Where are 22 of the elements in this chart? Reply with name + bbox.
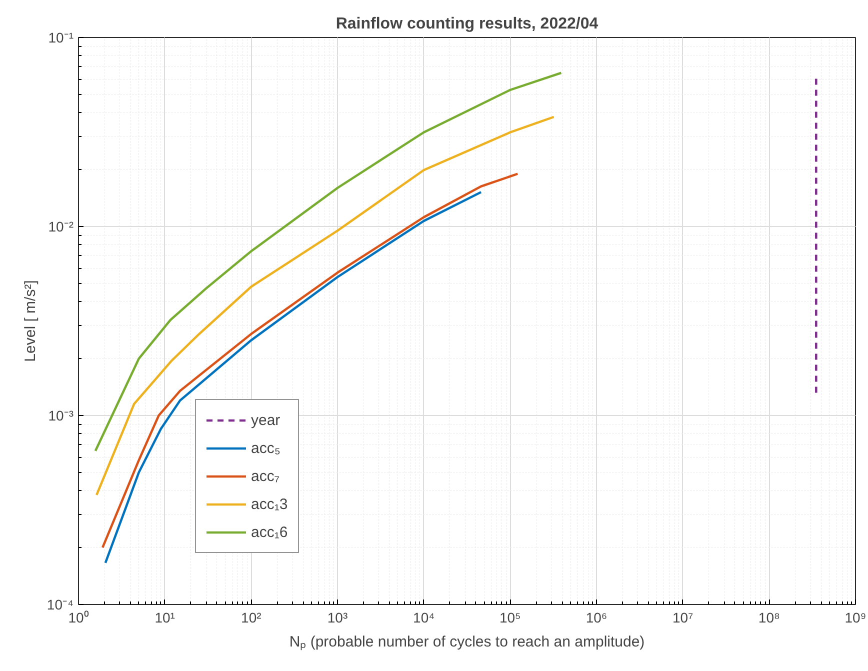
x-tick-label: 10⁵ <box>499 610 521 626</box>
x-tick-label: 10¹ <box>154 610 176 626</box>
x-tick-label: 10⁴ <box>413 610 435 626</box>
chart-title: Rainflow counting results, 2022/04 <box>336 16 598 32</box>
x-tick-label: 10² <box>241 610 262 626</box>
y-tick-label: 10⁻⁴ <box>46 596 74 612</box>
legend-label: acc₁3 <box>251 496 288 512</box>
y-tick-label: 10⁻² <box>48 218 74 234</box>
x-tick-label: 10⁶ <box>586 610 608 626</box>
x-tick-label: 10⁹ <box>844 610 866 626</box>
legend-label: acc₇ <box>251 468 280 484</box>
y-axis-title: Level [ m/s²] <box>22 280 39 362</box>
legend-label: acc₅ <box>251 440 280 456</box>
x-tick-label: 10⁷ <box>672 610 694 626</box>
x-tick-label: 10⁰ <box>68 610 89 626</box>
y-tick-label: 10⁻³ <box>48 408 74 424</box>
x-tick-label: 10⁸ <box>758 610 780 626</box>
y-tick-label: 10⁻¹ <box>48 30 74 46</box>
x-tick-label: 10³ <box>327 610 348 626</box>
x-axis-title: Nₚ (probable number of cycles to reach an amplitude) <box>289 634 645 650</box>
legend-label: acc₁6 <box>251 524 288 540</box>
legend-label: year <box>251 412 280 428</box>
